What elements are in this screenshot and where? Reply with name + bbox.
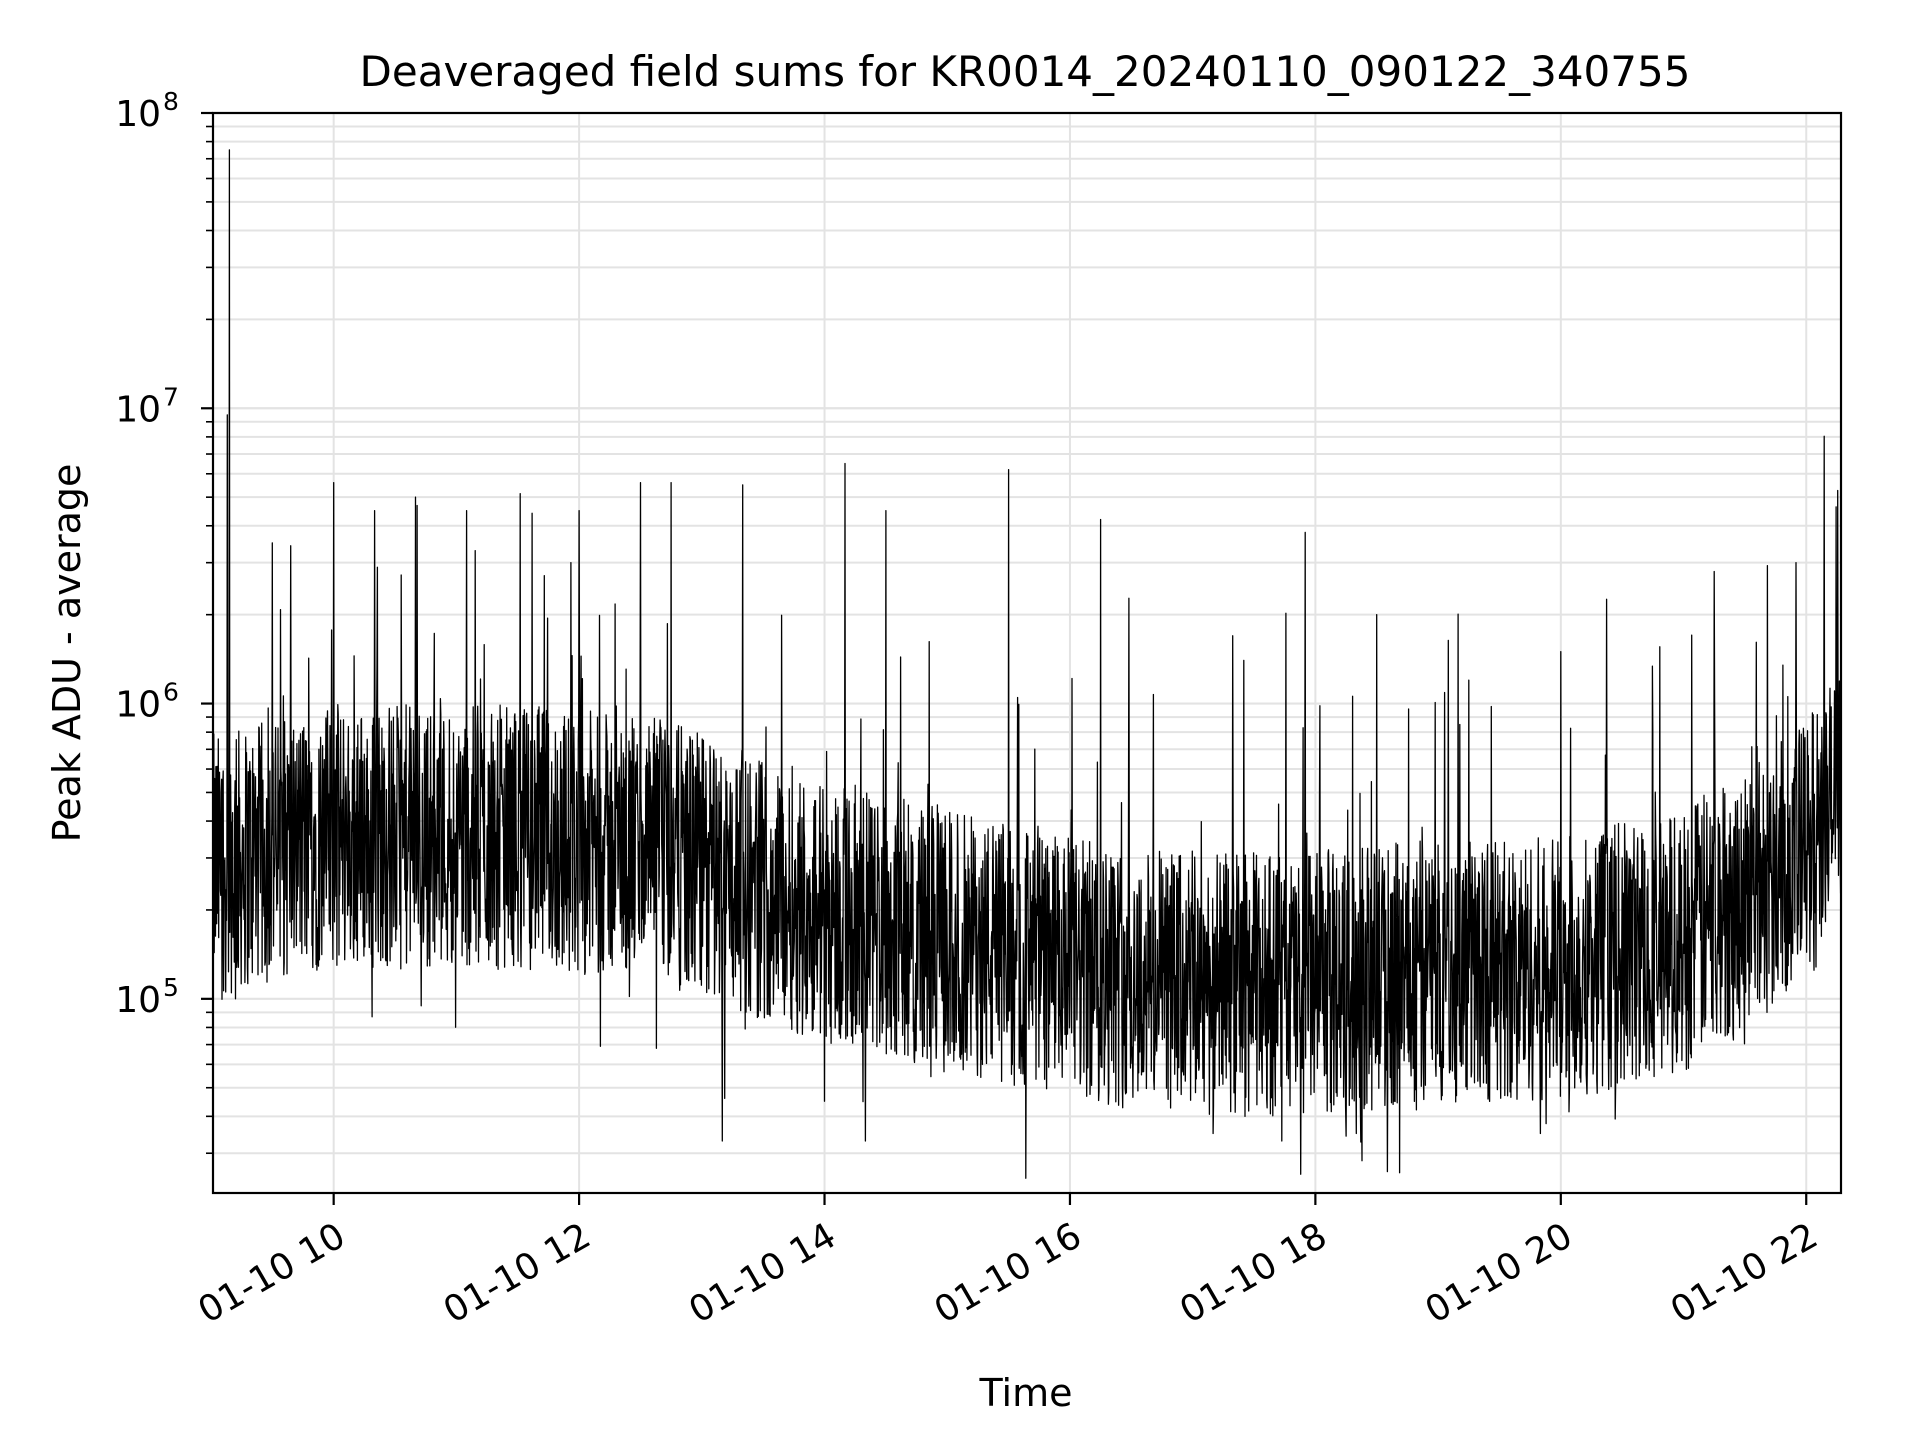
x-tick-label: 01-10 18	[1173, 1215, 1334, 1331]
y-tick-label: 10	[115, 94, 161, 135]
y-tick-label: 10	[115, 389, 161, 430]
y-tick-exponent: 7	[163, 382, 179, 411]
x-tick-label: 01-10 16	[928, 1215, 1089, 1331]
y-tick-label: 10	[115, 980, 161, 1021]
y-tick-label: 10	[115, 685, 161, 726]
x-axis-ticks: 01-10 10 01-10 12 01-10 14 01-10 16 01-10 18…	[191, 1193, 1825, 1332]
x-tick-label: 01-10 20	[1419, 1215, 1580, 1331]
chart-title: Deaveraged field sums for KR0014_2024011…	[360, 47, 1691, 96]
y-tick-exponent: 5	[163, 973, 179, 1002]
plot-frame	[211, 111, 1843, 1195]
y-axis-label: Peak ADU - average	[45, 464, 89, 843]
x-tick-label: 01-10 10	[191, 1215, 352, 1331]
series-line	[212, 149, 1842, 1179]
x-tick-label: 01-10 12	[437, 1215, 598, 1331]
x-tick-label: 01-10 22	[1664, 1215, 1825, 1331]
x-axis-label: Time	[979, 1371, 1073, 1415]
series-line-path	[212, 149, 1842, 1179]
y-tick-exponent: 8	[163, 87, 179, 116]
y-tick-exponent: 6	[163, 678, 179, 707]
x-tick-label: 01-10 14	[682, 1215, 843, 1331]
